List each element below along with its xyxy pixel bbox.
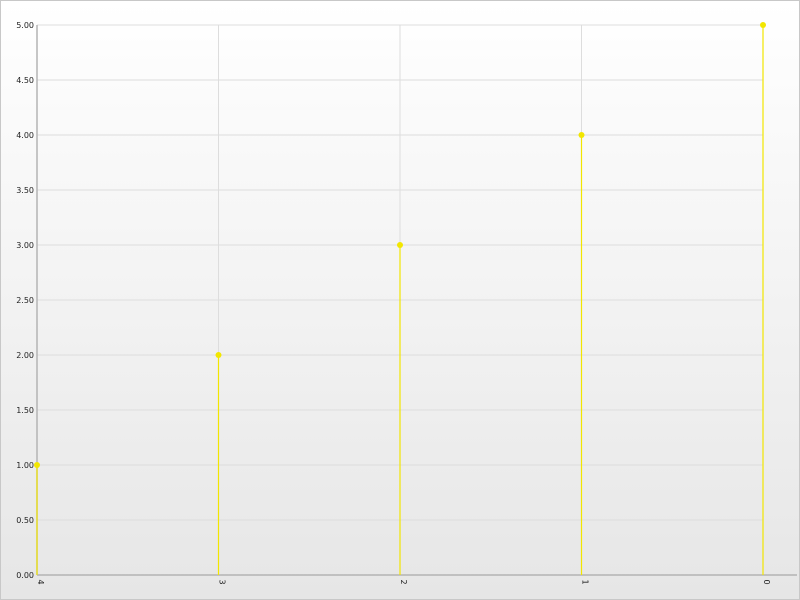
y-tick-label: 0.50 — [16, 516, 34, 525]
x-tick-label: 0 — [762, 579, 771, 584]
x-tick-label: 4 — [36, 579, 45, 584]
y-tick-label: 4.50 — [16, 76, 34, 85]
y-tick-label: 5.00 — [16, 21, 34, 30]
x-tick-label: 3 — [218, 579, 227, 584]
y-tick-label: 2.50 — [16, 296, 34, 305]
data-point — [215, 352, 222, 358]
x-tick-labels: 4 3 2 1 0 — [36, 579, 771, 584]
series-0 — [34, 22, 766, 575]
y-tick-label: 1.00 — [16, 461, 34, 470]
y-tick-label: 4.00 — [16, 131, 34, 140]
x-tick-label: 1 — [581, 579, 590, 584]
data-point — [760, 22, 766, 28]
y-tick-label: 0.00 — [16, 571, 34, 580]
x-tick-label: 2 — [399, 579, 408, 584]
data-point — [397, 242, 403, 248]
y-tick-label: 3.50 — [16, 186, 34, 195]
y-tick-label: 1.50 — [16, 406, 34, 415]
y-tick-labels: 0.00 0.50 1.00 1.50 2.00 2.50 3.00 3.50 4.00 4.50… — [16, 21, 34, 580]
data-point — [34, 462, 40, 468]
y-tick-label: 2.00 — [16, 351, 34, 360]
y-tick-label: 3.00 — [16, 241, 34, 250]
data-point — [578, 132, 585, 138]
